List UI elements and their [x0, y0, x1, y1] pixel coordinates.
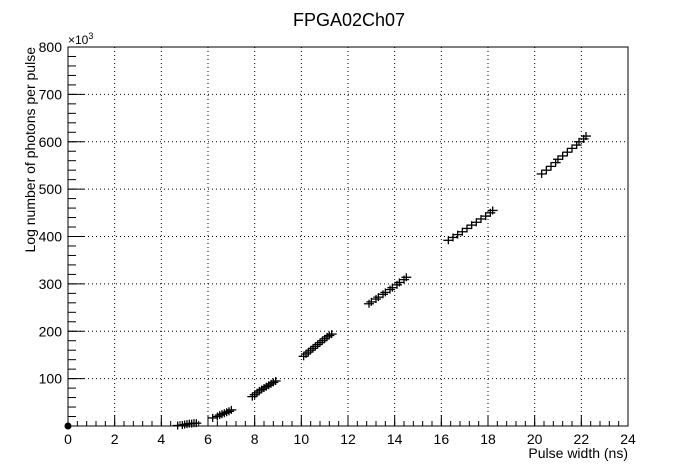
y-tick-label: 600	[39, 134, 63, 150]
grid-lines	[68, 47, 628, 426]
x-tick-label: 0	[64, 431, 72, 447]
axis-ticks	[67, 46, 629, 427]
x-tick-label: 4	[157, 431, 165, 447]
data-point	[401, 273, 412, 282]
x-tick-label: 16	[434, 431, 450, 447]
data-point	[536, 169, 547, 178]
data-point	[562, 148, 573, 157]
data-point	[308, 344, 318, 353]
data-point	[305, 346, 316, 355]
x-tick-label: 18	[480, 431, 496, 447]
y-tick-label: 800	[39, 39, 63, 55]
data-point	[217, 410, 227, 419]
data-point	[317, 336, 328, 345]
data-point	[557, 151, 568, 160]
x-axis-label: Pulse width (ns)	[528, 445, 628, 461]
data-point	[324, 331, 335, 340]
data-point	[301, 349, 311, 358]
data-point	[268, 378, 279, 387]
y-multiplier: ×103	[68, 31, 93, 47]
data-point	[546, 162, 556, 171]
data-point	[364, 299, 374, 308]
data-point	[385, 285, 395, 294]
y-axis-label: Log number of photons per pulse	[22, 47, 38, 253]
data-point	[378, 290, 388, 299]
y-tick-label: 100	[39, 371, 63, 387]
x-tick-label: 8	[251, 431, 259, 447]
data-point	[219, 409, 230, 418]
x-tick-labels: 0 2 4 6 8 10 12 14 16 18 20 22 24	[64, 431, 636, 447]
y-tick-label: 500	[39, 181, 63, 197]
data-point	[315, 338, 325, 347]
x-tick-label: 2	[111, 431, 119, 447]
data-point	[581, 132, 591, 141]
data-point	[310, 342, 321, 351]
data-point	[249, 390, 260, 399]
y-multiplier-exponent: 3	[88, 31, 93, 41]
data-point	[303, 348, 314, 357]
data-point	[270, 376, 281, 385]
data-points	[64, 132, 591, 430]
y-tick-label: 200	[39, 323, 63, 339]
x-tick-label: 14	[387, 431, 403, 447]
data-point	[214, 411, 225, 420]
x-tick-label: 24	[620, 431, 636, 447]
data-point	[247, 392, 258, 401]
data-point	[224, 407, 234, 416]
y-tick-labels: 100 200 300 400 500 600 700 800	[39, 39, 63, 387]
data-point	[326, 330, 337, 339]
y-tick-label: 300	[39, 276, 63, 292]
data-point	[312, 340, 323, 349]
data-point	[371, 295, 381, 304]
y-tick-label: 700	[39, 86, 63, 102]
x-tick-label: 10	[294, 431, 310, 447]
y-tick-label: 400	[39, 229, 63, 245]
data-point	[226, 405, 237, 414]
x-tick-label: 20	[527, 431, 543, 447]
x-tick-label: 6	[204, 431, 212, 447]
data-point	[487, 206, 498, 215]
data-point	[541, 166, 552, 175]
x-tick-label: 22	[574, 431, 590, 447]
chart-title: FPGA02Ch07	[293, 10, 405, 30]
data-point	[207, 413, 218, 422]
x-tick-label: 12	[340, 431, 356, 447]
